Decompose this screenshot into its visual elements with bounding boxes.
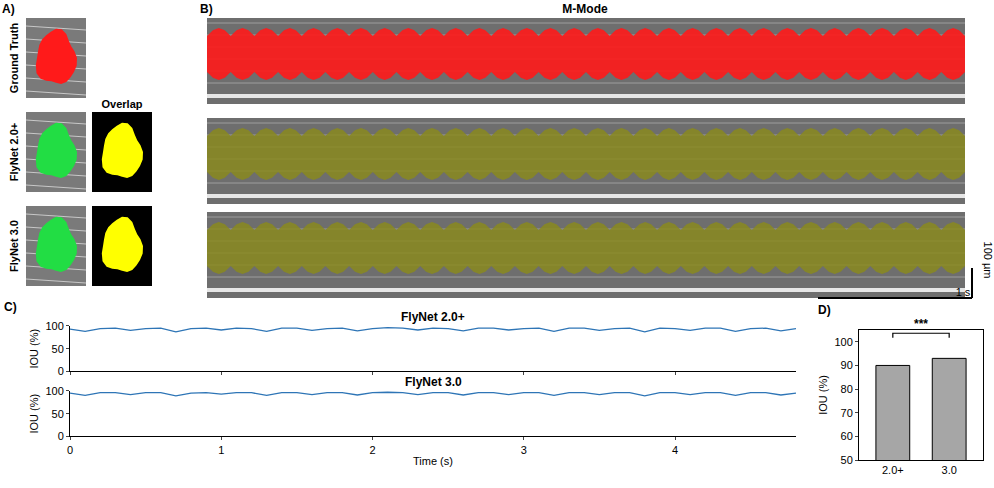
svg-text:Time (s): Time (s) <box>413 455 453 467</box>
svg-text:IOU (%): IOU (%) <box>28 394 40 434</box>
svg-text:4: 4 <box>672 444 678 456</box>
svg-text:A): A) <box>2 2 15 16</box>
svg-text:2.0+: 2.0+ <box>882 464 904 476</box>
svg-text:FlyNet 3.0: FlyNet 3.0 <box>8 220 20 272</box>
svg-text:IOU (%): IOU (%) <box>28 329 40 369</box>
svg-text:90: 90 <box>841 359 853 371</box>
svg-text:100 µm: 100 µm <box>982 242 994 279</box>
svg-text:100: 100 <box>834 336 852 348</box>
svg-text:50: 50 <box>841 454 853 466</box>
svg-text:3: 3 <box>521 444 527 456</box>
svg-text:0: 0 <box>58 430 64 442</box>
svg-text:B): B) <box>200 2 213 16</box>
svg-text:50: 50 <box>52 343 64 355</box>
svg-text:FlyNet 2.0+: FlyNet 2.0+ <box>8 123 20 181</box>
html-text:C): C) <box>4 300 17 314</box>
svg-text:1 s: 1 s <box>956 286 971 298</box>
svg-text:50: 50 <box>52 408 64 420</box>
svg-text:IOU (%): IOU (%) <box>817 375 829 415</box>
svg-text:2: 2 <box>369 444 375 456</box>
svg-text:0: 0 <box>58 365 64 377</box>
svg-text:***: *** <box>914 317 928 331</box>
svg-text:80: 80 <box>841 383 853 395</box>
svg-text:60: 60 <box>841 430 853 442</box>
svg-text:M-Mode: M-Mode <box>562 2 608 16</box>
svg-text:Ground Truth: Ground Truth <box>8 23 20 94</box>
svg-text:100: 100 <box>45 385 63 397</box>
svg-text:70: 70 <box>841 407 853 419</box>
svg-text:FlyNet 3.0: FlyNet 3.0 <box>405 375 462 389</box>
svg-text:3.0: 3.0 <box>942 464 957 476</box>
svg-text:100: 100 <box>45 320 63 332</box>
html-text:D): D) <box>818 303 831 317</box>
svg-text:0: 0 <box>67 444 73 456</box>
svg-text:Overlap: Overlap <box>102 98 143 110</box>
svg-text:FlyNet 2.0+: FlyNet 2.0+ <box>401 310 465 324</box>
svg-text:1: 1 <box>218 444 224 456</box>
